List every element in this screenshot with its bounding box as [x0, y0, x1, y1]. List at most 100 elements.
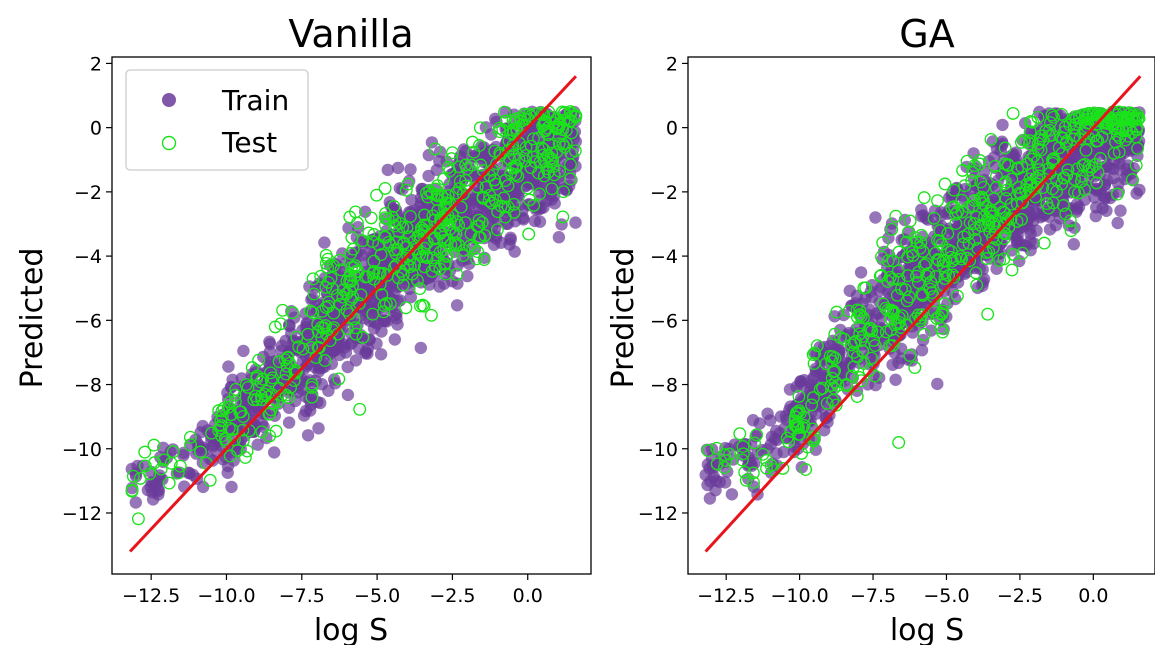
x-tick-label: −5.0	[354, 585, 400, 607]
test-point	[274, 317, 288, 331]
test-point	[524, 109, 538, 123]
test-point	[541, 165, 555, 179]
train-point	[472, 210, 486, 223]
test-point	[238, 451, 252, 464]
test-point	[931, 194, 944, 208]
y-tick-label: −10	[62, 439, 102, 461]
test-point	[827, 381, 841, 395]
test-point	[892, 245, 906, 259]
test-point	[966, 199, 980, 213]
test-point	[1078, 183, 1091, 197]
test-point	[842, 304, 856, 318]
test-point	[272, 355, 286, 369]
x-axis-label: log S	[314, 613, 388, 645]
test-point	[808, 346, 822, 360]
test-point	[1125, 173, 1139, 187]
test-point	[511, 169, 525, 183]
test-point	[920, 269, 933, 283]
test-point	[986, 241, 1000, 255]
train-point	[391, 295, 404, 308]
test-point	[853, 304, 867, 318]
train-point	[869, 211, 882, 224]
test-point	[984, 132, 998, 146]
test-point	[806, 391, 820, 405]
x-tick-label: −2.5	[997, 585, 1043, 607]
test-point	[465, 158, 478, 172]
test-point	[1024, 115, 1037, 129]
test-point	[343, 210, 357, 224]
test-point	[828, 327, 842, 341]
test-point	[452, 182, 466, 196]
test-point	[939, 266, 952, 280]
train-point	[391, 318, 404, 331]
train-point	[237, 344, 250, 358]
test-point	[1089, 158, 1102, 171]
train-point	[129, 496, 142, 509]
test-point	[472, 139, 486, 152]
train-point	[404, 205, 418, 219]
test-point	[527, 132, 540, 146]
test-point	[736, 440, 750, 453]
train-point	[1066, 156, 1079, 170]
test-point	[418, 208, 431, 222]
test-point	[441, 249, 454, 262]
test-point	[435, 189, 449, 203]
y-tick-label: 2	[666, 53, 678, 75]
test-point	[457, 243, 471, 257]
y-tick-label: −2	[650, 182, 678, 204]
test-point	[427, 232, 441, 246]
test-point	[378, 181, 392, 195]
train-point	[889, 373, 902, 386]
test-point	[978, 209, 992, 223]
train-point	[430, 163, 443, 177]
test-point	[970, 278, 984, 292]
test-point	[183, 430, 197, 444]
test-point	[278, 353, 292, 367]
train-point	[976, 263, 989, 276]
test-point	[1005, 172, 1019, 186]
train-point	[709, 474, 723, 487]
test-point	[563, 172, 577, 186]
train-point	[349, 354, 363, 367]
test-point	[1057, 171, 1071, 185]
test-point	[236, 423, 250, 437]
train-point	[282, 401, 296, 414]
test-point	[522, 107, 536, 121]
train-point	[501, 217, 514, 230]
test-point	[497, 191, 511, 205]
train-point	[351, 221, 365, 234]
test-point	[980, 252, 994, 265]
test-point	[431, 203, 445, 217]
test-point	[1129, 130, 1143, 144]
train-point	[873, 371, 886, 384]
test-point	[498, 105, 511, 119]
train-point	[472, 170, 485, 184]
test-point	[1130, 123, 1144, 137]
test-point	[950, 289, 964, 303]
test-point	[564, 107, 578, 120]
train-point	[325, 357, 338, 370]
test-point	[1034, 143, 1048, 157]
axis-ticks: −12.5 −10.0 −7.5 −5.0 −2.5 0.0 2 0 −2 −4 −6 −8 −10 −1…	[638, 53, 1109, 607]
test-point	[290, 364, 303, 378]
test-point	[955, 193, 969, 207]
test-point	[932, 310, 946, 324]
test-point	[394, 264, 408, 278]
test-point	[352, 297, 366, 311]
test-point	[1032, 163, 1046, 177]
test-point	[282, 391, 296, 405]
test-point	[173, 459, 187, 473]
test-point	[472, 213, 486, 227]
test-point	[520, 181, 534, 195]
test-point	[930, 233, 944, 247]
test-point	[410, 273, 424, 287]
test-point	[748, 436, 761, 450]
test-point	[522, 227, 536, 241]
train-point	[268, 446, 281, 459]
test-point	[194, 445, 207, 459]
test-point	[330, 288, 344, 302]
test-point	[456, 249, 470, 263]
test-point	[225, 423, 239, 437]
train-point	[552, 231, 566, 244]
test-point	[792, 389, 806, 403]
